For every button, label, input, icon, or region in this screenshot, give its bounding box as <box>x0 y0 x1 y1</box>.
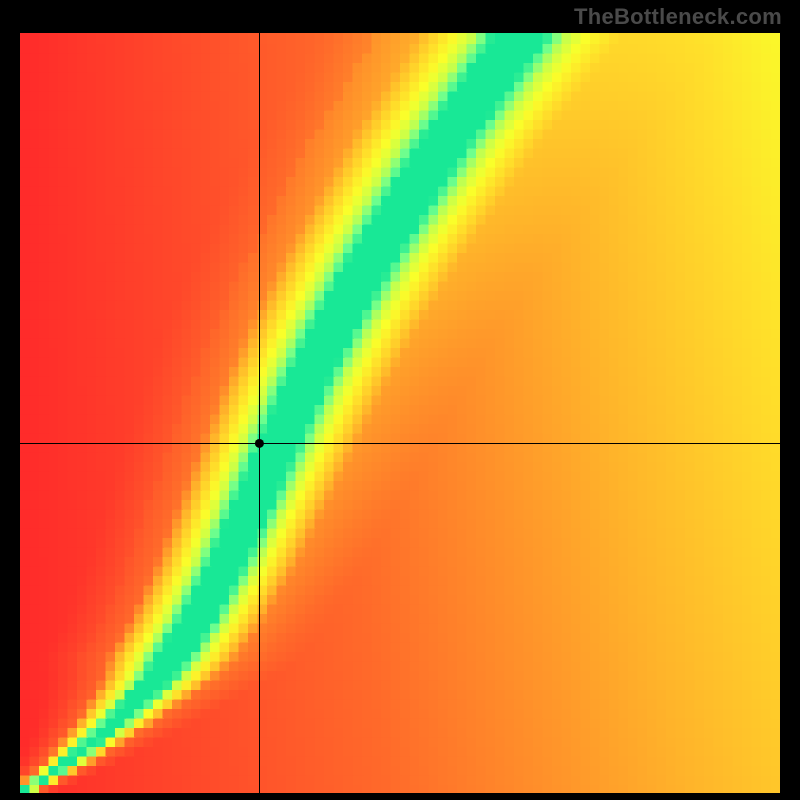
bottleneck-heatmap <box>20 33 780 793</box>
watermark-text: TheBottleneck.com <box>574 4 782 30</box>
